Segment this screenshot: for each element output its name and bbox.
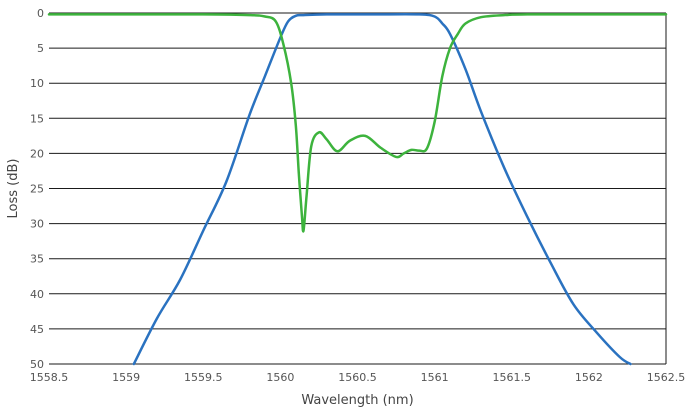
y-tick-label: 40 xyxy=(30,288,44,301)
x-axis-label: Wavelength (nm) xyxy=(301,393,413,408)
y-tick-label: 50 xyxy=(30,358,44,371)
y-tick-label: 20 xyxy=(30,147,44,160)
x-tick-label: 1561.5 xyxy=(493,371,532,384)
y-tick-label: 45 xyxy=(30,323,44,336)
y-axis-label: Loss (dB) xyxy=(6,159,21,219)
x-tick-label: 1561 xyxy=(421,371,449,384)
y-tick-label: 25 xyxy=(30,183,44,196)
x-tick-label: 1558.5 xyxy=(30,371,69,384)
y-tick-label: 0 xyxy=(37,7,44,20)
x-tick-label: 1560.5 xyxy=(338,371,377,384)
y-tick-label: 5 xyxy=(37,42,44,55)
x-tick-label: 1562.5 xyxy=(647,371,686,384)
series-line-1 xyxy=(132,12,632,366)
y-tick-label: 15 xyxy=(30,112,44,125)
y-tick-label: 30 xyxy=(30,218,44,231)
grid-lines xyxy=(49,12,667,365)
series-line-2 xyxy=(47,13,668,233)
y-tick-label: 35 xyxy=(30,253,44,266)
x-tick-label: 1560 xyxy=(266,371,294,384)
series-lines xyxy=(47,12,668,366)
y-tick-labels: 0 5 10 15 20 25 30 35 40 45 50 xyxy=(30,7,44,371)
x-tick-labels: 1558.5 1559 1559.5 1560 1560.5 1561 1561.5 1562… xyxy=(30,371,686,384)
x-tick-label: 1559 xyxy=(112,371,140,384)
x-tick-label: 1559.5 xyxy=(184,371,223,384)
y-tick-label: 10 xyxy=(30,77,44,90)
x-tick-label: 1562 xyxy=(575,371,603,384)
